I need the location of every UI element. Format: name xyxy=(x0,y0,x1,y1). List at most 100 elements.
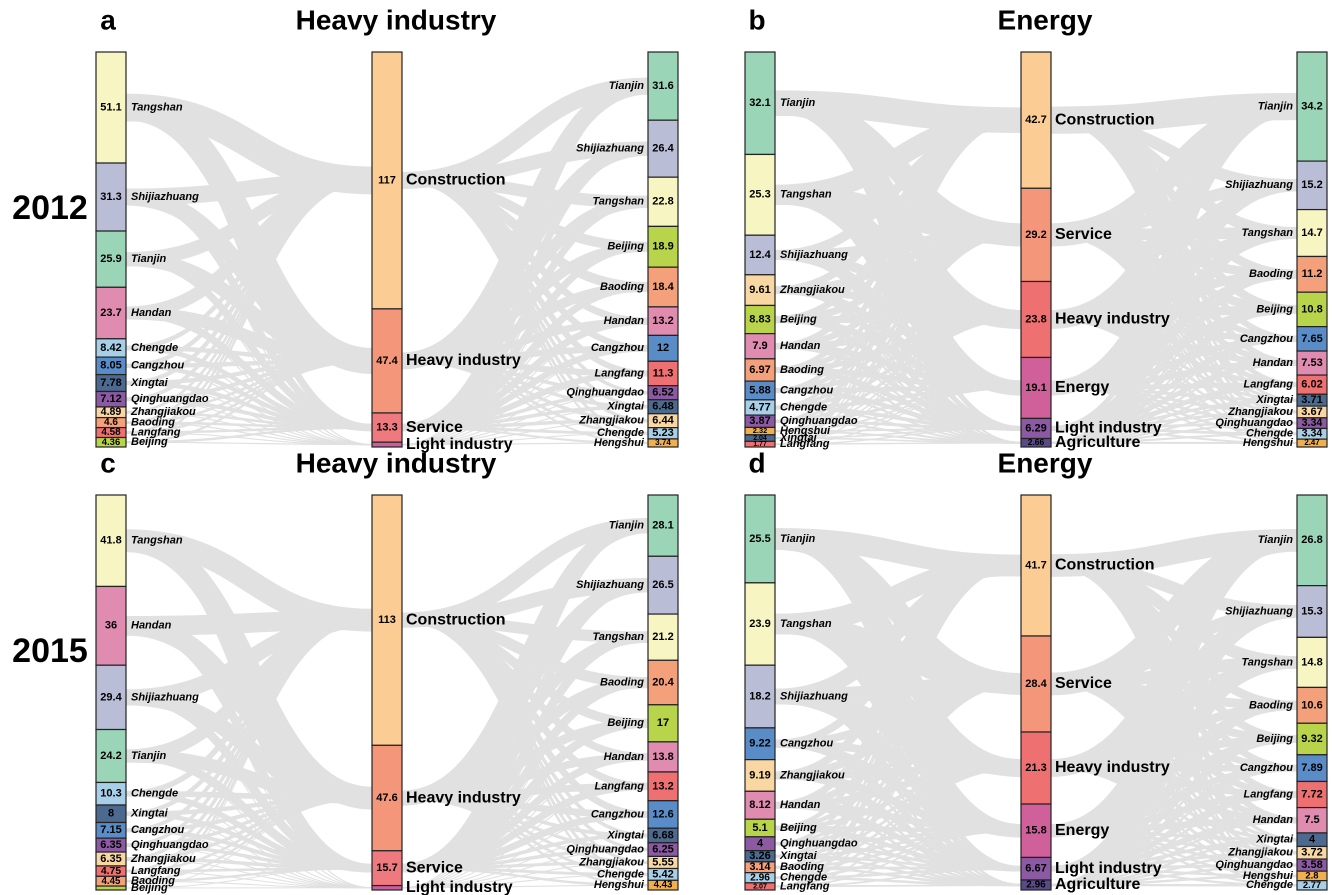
flow xyxy=(1050,227,1298,326)
node-label: Tangshan xyxy=(1241,227,1293,239)
node-value: 2.8 xyxy=(1305,870,1318,881)
flow xyxy=(774,90,1022,133)
node-label: Cangzhou xyxy=(780,384,833,396)
flow xyxy=(1050,432,1298,444)
node-value: 2.96 xyxy=(1026,880,1046,891)
node-label: Langfang xyxy=(595,780,645,792)
node-value: 26.8 xyxy=(1301,534,1322,546)
flow xyxy=(1050,817,1298,872)
node-value: 6.68 xyxy=(652,829,673,841)
flow xyxy=(401,175,649,252)
flow xyxy=(401,392,649,446)
node-bar xyxy=(744,494,776,584)
flow xyxy=(401,860,649,870)
node-bar xyxy=(647,438,679,448)
node-value: 5.23 xyxy=(652,427,673,439)
flow xyxy=(125,615,373,808)
flow xyxy=(401,174,649,208)
flow xyxy=(774,102,1022,444)
flow xyxy=(401,77,649,189)
flow xyxy=(774,316,1022,373)
flow xyxy=(1050,182,1298,431)
flow xyxy=(774,829,1022,869)
flow xyxy=(401,77,649,370)
node-label: Langfang xyxy=(131,865,181,877)
node-bar xyxy=(647,51,679,121)
flow xyxy=(774,527,1022,695)
node-value: 6.97 xyxy=(749,364,770,376)
flow xyxy=(1050,360,1298,431)
flows xyxy=(125,517,649,889)
flow xyxy=(774,405,1022,431)
flow xyxy=(125,93,373,195)
flow xyxy=(125,613,373,763)
flow xyxy=(774,387,1022,445)
node-label: Service xyxy=(406,419,463,436)
flow xyxy=(1050,399,1298,444)
flow xyxy=(1050,562,1298,824)
flow xyxy=(125,358,373,402)
flow xyxy=(125,870,373,889)
flow xyxy=(1050,680,1298,772)
node-label: Handan xyxy=(780,340,821,352)
node-label: Tianjin xyxy=(609,80,645,92)
flow xyxy=(1050,829,1298,842)
node-value: 4 xyxy=(1309,834,1316,846)
flow xyxy=(125,618,373,883)
node-bar xyxy=(1020,803,1052,859)
flow xyxy=(774,289,1022,444)
node-value: 41.8 xyxy=(100,535,121,547)
flow xyxy=(1050,410,1298,444)
flow xyxy=(1050,682,1298,842)
flow xyxy=(401,283,649,432)
flow xyxy=(1050,766,1298,855)
node-label: Chengde xyxy=(597,868,644,880)
node-value: 8.83 xyxy=(749,313,770,325)
flow xyxy=(401,406,649,446)
flow xyxy=(125,751,373,873)
flow xyxy=(401,195,649,368)
flow xyxy=(401,580,649,873)
node-label: Qinghuangdao xyxy=(566,844,644,856)
flow xyxy=(401,246,649,446)
node-value: 22.8 xyxy=(652,196,673,208)
flow xyxy=(774,110,1022,205)
flow xyxy=(401,517,649,806)
flow xyxy=(125,382,373,446)
flow xyxy=(774,117,1022,393)
flow xyxy=(774,767,1022,888)
flow xyxy=(1050,531,1298,778)
node-bar xyxy=(95,585,127,666)
flow xyxy=(401,616,649,790)
flow xyxy=(774,680,1022,780)
node-bar xyxy=(371,441,403,448)
flow xyxy=(401,357,649,377)
node-bar xyxy=(95,885,127,891)
panel-letter: a xyxy=(100,4,116,35)
flow xyxy=(1050,766,1298,887)
flow xyxy=(1050,114,1298,239)
flow xyxy=(401,175,649,293)
flow xyxy=(1050,533,1298,838)
flow xyxy=(774,233,1022,423)
flow xyxy=(774,854,1022,871)
node-bar xyxy=(744,304,776,335)
flow xyxy=(125,359,373,434)
flow xyxy=(1050,117,1298,388)
flow xyxy=(125,749,373,805)
flow xyxy=(774,233,1022,433)
flow xyxy=(1050,98,1298,396)
node-value: 34.2 xyxy=(1301,100,1322,112)
flow xyxy=(1050,838,1298,887)
node-value: 3.72 xyxy=(1301,847,1322,859)
node-bar xyxy=(647,334,679,362)
flow xyxy=(125,178,373,386)
flow xyxy=(774,854,1022,887)
flow xyxy=(1050,316,1298,342)
node-label: Beijing xyxy=(607,717,644,729)
node-value: 15.2 xyxy=(1301,179,1322,191)
flow xyxy=(1050,398,1298,430)
flow xyxy=(125,693,373,873)
node-bar xyxy=(1296,880,1328,891)
